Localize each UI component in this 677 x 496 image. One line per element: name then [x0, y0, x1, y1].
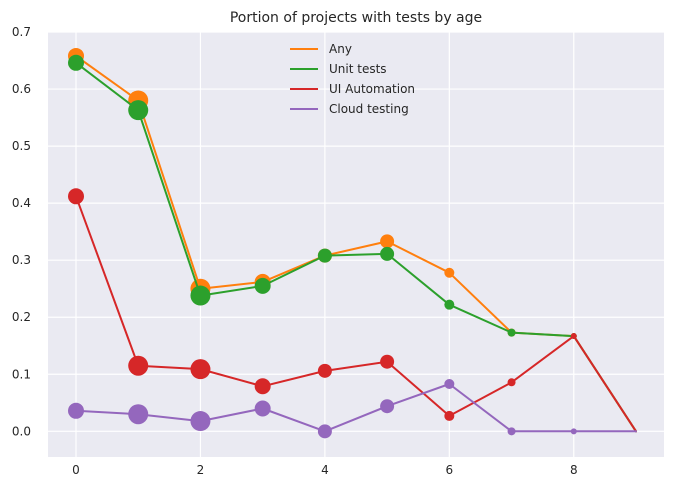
y-tick-label: 0.5 [12, 139, 31, 153]
legend: Any Unit tests UI Automation Cloud testing [290, 42, 415, 116]
series-cloud-testing [68, 378, 637, 439]
legend-label: Unit tests [329, 62, 387, 76]
data-point [317, 363, 332, 378]
y-tick-label: 0.7 [12, 25, 31, 39]
data-point [635, 430, 637, 433]
grid [48, 31, 664, 457]
data-point [68, 54, 84, 71]
data-point [190, 285, 211, 306]
data-point [128, 100, 149, 121]
y-tick-label: 0.2 [12, 310, 31, 324]
data-point [317, 424, 332, 439]
series-ui-automation [68, 188, 637, 433]
data-point [380, 234, 395, 249]
data-point [128, 355, 149, 376]
y-tick-label: 0.1 [12, 367, 31, 381]
x-tick-label: 4 [321, 463, 329, 477]
data-point [190, 411, 211, 432]
data-point [68, 402, 84, 419]
series-line [75, 383, 636, 433]
y-tick-label: 0.4 [12, 196, 31, 210]
data-point [190, 359, 211, 380]
data-point [380, 246, 395, 261]
data-point [570, 428, 577, 435]
data-point [507, 378, 516, 387]
data-point [444, 410, 455, 421]
x-tick-label: 8 [570, 463, 578, 477]
data-point [444, 267, 455, 278]
data-point [317, 248, 332, 263]
x-tick-label: 6 [446, 463, 454, 477]
legend-label: Any [329, 42, 352, 56]
x-tick-label: 2 [197, 463, 205, 477]
x-tick-label: 0 [72, 463, 80, 477]
data-point [254, 400, 271, 417]
y-tick-label: 0.6 [12, 82, 31, 96]
data-point [254, 277, 271, 294]
data-point [507, 328, 516, 337]
legend-label: Cloud testing [329, 102, 409, 116]
data-point [444, 299, 455, 310]
tick-labels: 0 2 4 6 8 0.0 0.1 0.2 0.3 0.4 0.5 0.6 0.7 [12, 25, 578, 477]
chart-title: Portion of projects with tests by age [230, 10, 482, 26]
series-unit-tests [68, 54, 637, 433]
data-point [380, 399, 395, 414]
plot-background [48, 32, 664, 457]
data-point [444, 378, 455, 389]
data-point [68, 188, 84, 205]
data-point [128, 404, 149, 425]
legend-label: UI Automation [329, 82, 415, 96]
data-point [570, 333, 577, 340]
data-point [254, 378, 271, 395]
y-tick-label: 0.0 [12, 424, 31, 438]
series-line [75, 195, 637, 432]
data-point [380, 354, 395, 369]
series-layer [68, 47, 637, 439]
y-tick-label: 0.3 [12, 253, 31, 267]
series-line [75, 62, 637, 432]
data-point [507, 427, 516, 436]
